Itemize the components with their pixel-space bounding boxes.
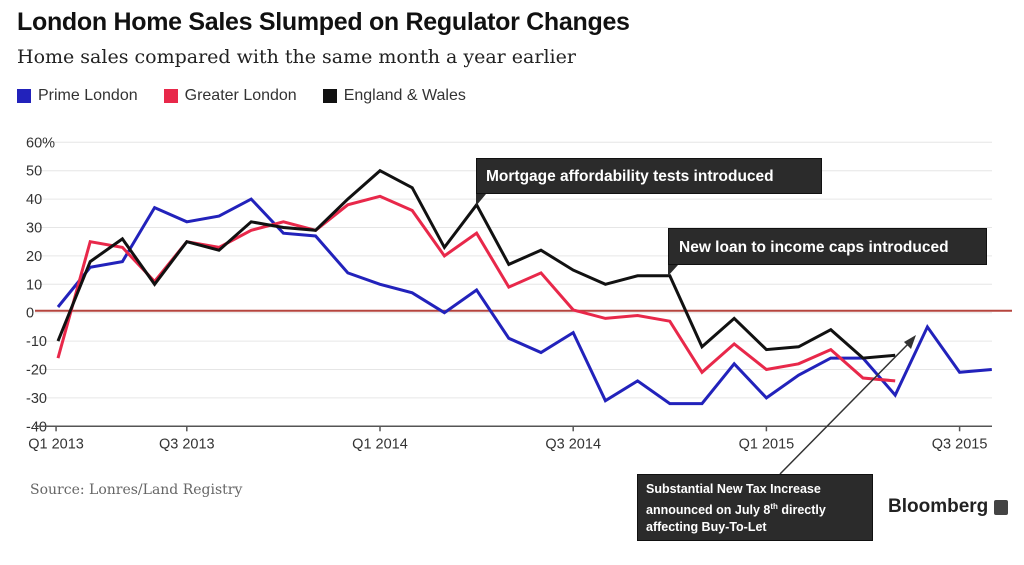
legend-item-england-wales: England & Wales (322, 87, 466, 105)
legend-label: Greater London (184, 87, 297, 104)
source-note: Source: Lonres/Land Registry (30, 482, 243, 498)
annotation-line: announced on July 8th directly (646, 498, 864, 519)
annotation-superscript: th (770, 502, 778, 511)
x-tick-label: Q3 2013 (159, 436, 215, 452)
y-tick-label: -10 (26, 334, 47, 350)
legend-label: Prime London (38, 87, 138, 104)
legend: Prime London Greater London England & Wa… (17, 87, 466, 105)
annotation-pointer (668, 265, 678, 276)
chart-title: London Home Sales Slumped on Regulator C… (17, 8, 630, 36)
series-line-prime-london (56, 197, 992, 406)
annotation-text: directly (777, 503, 826, 518)
y-tick-label: 60% (26, 135, 55, 151)
annotation-line: affecting Buy-To-Let (646, 520, 767, 535)
annotation-text: announced on July 8 (646, 503, 771, 518)
legend-item-prime-london: Prime London (17, 87, 138, 105)
legend-item-greater-london: Greater London (163, 87, 297, 105)
annotation-mortgage-tests: Mortgage affordability tests introduced (476, 158, 822, 194)
annotation-line: Substantial New Tax Increase (646, 482, 821, 496)
legend-swatch (17, 89, 31, 103)
y-tick-label: -20 (26, 363, 47, 379)
y-tick-label: 30 (26, 221, 42, 237)
legend-swatch (322, 89, 337, 103)
x-tick-label: Q1 2014 (352, 436, 408, 452)
y-tick-label: -30 (26, 391, 47, 407)
legend-label: England & Wales (343, 87, 466, 104)
logo-text: Bloomberg (888, 496, 989, 517)
chart-subtitle: Home sales compared with the same month … (17, 46, 576, 68)
bloomberg-logo: Bloomberg (888, 496, 1009, 518)
y-tick-label: 50 (26, 164, 42, 180)
y-tick-label: 10 (26, 277, 42, 293)
y-tick-label: -40 (26, 419, 47, 435)
y-tick-label: 40 (26, 192, 42, 208)
y-tick-label: 0 (26, 306, 34, 322)
annotation-arrow-line (779, 339, 913, 475)
bloomberg-logo-icon (994, 499, 1009, 515)
arrow-head-icon (904, 335, 916, 349)
legend-swatch (163, 89, 178, 103)
x-tick-label: Q1 2015 (739, 436, 795, 452)
x-tick-label: Q1 2013 (28, 436, 84, 452)
x-tick-label: Q3 2014 (545, 436, 601, 452)
annotation-tax-increase: Substantial New Tax Increase announced o… (637, 474, 873, 541)
annotation-loan-caps: New loan to income caps introduced (668, 228, 987, 265)
annotation-pointer (476, 194, 486, 206)
y-tick-label: 20 (26, 249, 42, 265)
x-tick-label: Q3 2015 (932, 436, 988, 452)
